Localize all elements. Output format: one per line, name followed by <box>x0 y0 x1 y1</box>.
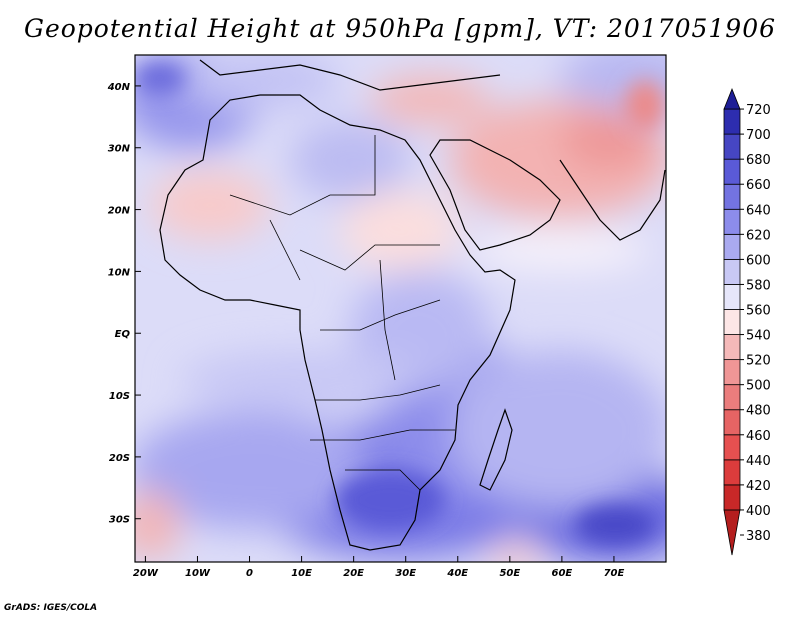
colorbar-swatch <box>723 409 741 436</box>
lon-label: 50E <box>499 568 520 579</box>
colorbar-swatch <box>723 133 741 160</box>
lat-label: 20S <box>109 453 130 464</box>
colorbar-swatch <box>723 434 741 461</box>
colorbar-label: 420 <box>746 479 771 494</box>
colorbar-swatch <box>723 233 741 260</box>
colorbar-label: 720 <box>746 103 771 118</box>
colorbar-swatch <box>723 509 741 556</box>
lat-label: 30N <box>108 144 131 155</box>
colorbar-label: 680 <box>746 153 771 168</box>
madagascar-coastline <box>479 408 513 491</box>
colorbar-swatch <box>723 309 741 335</box>
colorbar: 380 400 420 440 460 480 500 520 540 560 580 600 620 6… <box>723 87 771 556</box>
india-coastline <box>559 159 666 241</box>
lon-label: 20E <box>343 568 364 579</box>
colorbar-label: 640 <box>746 203 771 218</box>
coastlines <box>159 59 666 551</box>
country-borders <box>229 135 455 491</box>
colorbar-label: 540 <box>746 329 771 344</box>
colorbar-label: 380 <box>746 529 771 544</box>
lon-label: 30E <box>395 568 416 579</box>
lon-label: 60E <box>552 568 573 579</box>
lon-label: 70E <box>604 568 625 579</box>
colorbar-label: 700 <box>746 128 771 143</box>
colorbar-swatch <box>723 258 741 285</box>
colorbar-swatch <box>723 183 741 210</box>
colorbar-swatch <box>723 208 741 235</box>
lat-label: 10N <box>108 267 131 278</box>
lat-label: 30S <box>109 515 130 526</box>
colorbar-label: 460 <box>746 429 771 444</box>
colorbar-swatch <box>723 484 741 511</box>
colorbar-swatch <box>723 384 741 411</box>
colorbar-label: 560 <box>746 304 771 319</box>
grads-credit: GrADS: IGES/COLA <box>4 603 98 613</box>
lat-label: 40N <box>107 82 131 93</box>
colorbar-label: 500 <box>746 379 771 394</box>
colorbar-label: 620 <box>746 228 771 243</box>
lon-label: 10W <box>185 568 211 579</box>
colorbar-swatch <box>723 108 741 135</box>
arabia-coastline <box>429 139 561 251</box>
colorbar-swatch <box>723 158 741 185</box>
europe-coastline <box>199 59 501 91</box>
colorbar-swatch <box>723 359 741 386</box>
longitude-axis: 20W 10W 0 10E 20E 30E 40E 50E 60E 70E <box>133 556 625 579</box>
colorbar-label: 660 <box>746 178 771 193</box>
colorbar-label: 480 <box>746 404 771 419</box>
colorbar-swatch <box>723 87 741 110</box>
colorbar-label: 600 <box>746 253 771 268</box>
map-frame <box>134 54 667 563</box>
lon-label: 40E <box>446 568 468 579</box>
lat-label: 10S <box>109 391 130 402</box>
colorbar-label: 440 <box>746 454 771 469</box>
height-field <box>135 55 666 562</box>
colorbar-swatch <box>723 334 741 361</box>
colorbar-label: 580 <box>746 278 771 293</box>
lon-label: 0 <box>246 568 253 579</box>
latitude-axis: 40N 30N 20N 10N EQ 10S 20S 30S <box>107 82 141 526</box>
colorbar-label: 520 <box>746 354 771 369</box>
lon-label: 20W <box>133 568 159 579</box>
chart-title: Geopotential Height at 950hPa [gpm], VT:… <box>23 14 777 43</box>
africa-coastline <box>159 94 516 551</box>
colorbar-label: 400 <box>746 504 771 519</box>
colorbar-swatch <box>723 459 741 486</box>
lon-label: 10E <box>291 568 312 579</box>
lat-label: 20N <box>108 206 131 217</box>
colorbar-swatch <box>723 284 741 310</box>
lat-label: EQ <box>115 329 131 340</box>
